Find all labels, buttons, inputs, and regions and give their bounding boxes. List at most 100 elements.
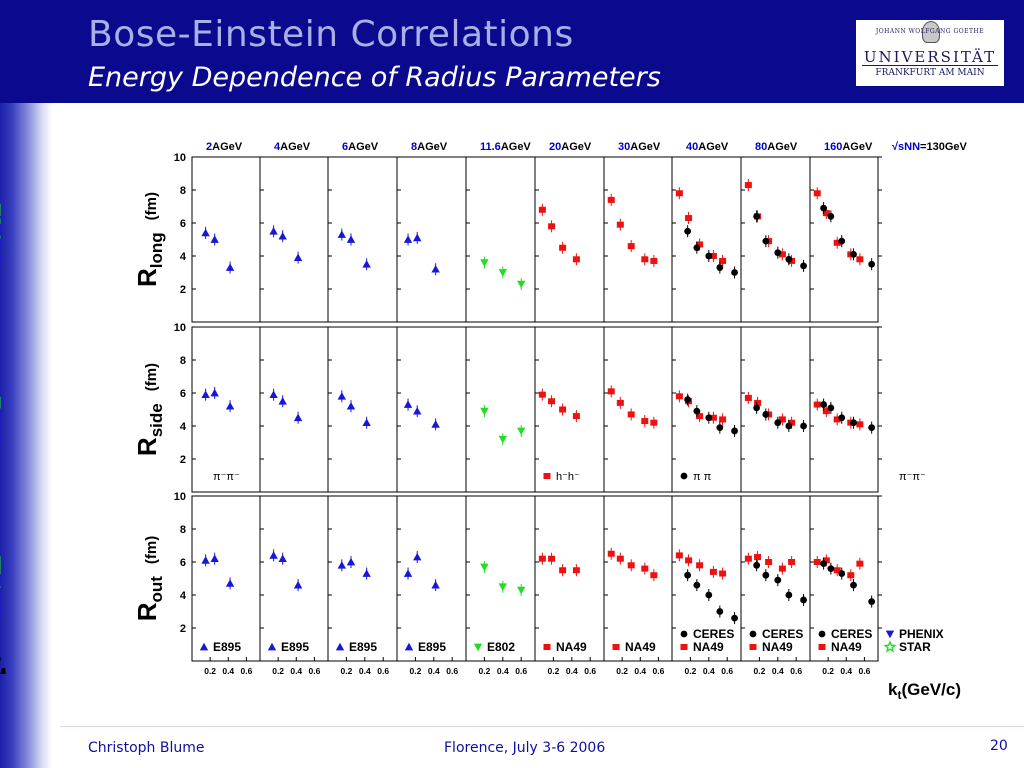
row-axis-label-long: Rlong(fm) bbox=[132, 192, 166, 287]
column-header: √sNN=130GeV bbox=[892, 141, 967, 153]
column-header: 6AGeV bbox=[342, 141, 379, 153]
data-point-e895 bbox=[269, 551, 278, 559]
data-point-na49 bbox=[572, 567, 580, 574]
data-point-ceres bbox=[774, 249, 782, 257]
data-point-e895 bbox=[431, 420, 440, 428]
column-header: 8AGeV bbox=[411, 141, 448, 153]
row-axis-label-text: Rlong(fm) bbox=[132, 192, 166, 287]
data-point-na49 bbox=[719, 257, 727, 264]
panel-frame bbox=[534, 495, 605, 662]
y-tick-label: 10 bbox=[174, 152, 186, 164]
data-point-ceres bbox=[868, 424, 876, 432]
x-tick-label: 0.6 bbox=[0, 666, 6, 676]
data-point-na49 bbox=[538, 206, 546, 213]
data-point-ceres bbox=[731, 269, 738, 276]
data-point-ceres bbox=[693, 244, 701, 252]
y-tick-label: 6 bbox=[180, 218, 186, 230]
data-point-e895 bbox=[413, 406, 422, 415]
data-point-e802 bbox=[498, 435, 507, 444]
x-tick-label: 0.6 bbox=[240, 666, 252, 676]
university-logo: JOHANN WOLFGANG GOETHE UNIVERSITÄT FRANK… bbox=[856, 20, 1004, 86]
data-point-e802 bbox=[517, 280, 526, 289]
x-tick-label: 0.2 bbox=[547, 666, 559, 676]
data-point-na49 bbox=[572, 413, 580, 420]
legend-marker bbox=[404, 642, 414, 651]
slide-header: Bose-Einstein Correlations Energy Depend… bbox=[0, 0, 1024, 103]
x-tick-label: 0.2 bbox=[616, 666, 628, 676]
y-tick-label: 2 bbox=[180, 284, 186, 296]
data-point-e895 bbox=[362, 260, 371, 268]
data-point-na49 bbox=[778, 251, 786, 258]
data-point-e895 bbox=[278, 554, 287, 563]
data-point-na49 bbox=[744, 555, 752, 562]
x-axis-label: kt(GeV/c) bbox=[888, 680, 961, 702]
x-tick-label: 0.4 bbox=[703, 666, 715, 676]
y-tick-label: 6 bbox=[180, 388, 186, 400]
data-point-na49 bbox=[856, 421, 864, 428]
data-point-na49 bbox=[548, 555, 556, 562]
data-point-na49 bbox=[685, 215, 693, 222]
data-point-e895 bbox=[293, 253, 303, 262]
x-tick-label: 0.6 bbox=[377, 666, 389, 676]
data-point-na49 bbox=[548, 223, 556, 230]
data-point-e895 bbox=[225, 263, 235, 271]
data-point-ceres bbox=[684, 227, 692, 235]
data-point-e895 bbox=[201, 228, 210, 237]
y-tick-label: 8 bbox=[180, 355, 186, 367]
data-point-na49 bbox=[709, 253, 717, 259]
data-point-ceres bbox=[800, 596, 807, 604]
slide-title: Bose-Einstein Correlations bbox=[88, 14, 574, 55]
data-point-na49 bbox=[744, 182, 752, 189]
legend-marker bbox=[473, 643, 483, 652]
x-tick-label: 0.6 bbox=[584, 666, 596, 676]
data-point-ceres bbox=[716, 608, 724, 615]
data-point-na49 bbox=[778, 565, 786, 572]
data-point-e895 bbox=[346, 235, 356, 243]
data-point-na49 bbox=[650, 572, 658, 579]
panel-frame bbox=[259, 326, 329, 493]
data-point-ceres bbox=[785, 422, 793, 430]
data-point-na49 bbox=[675, 552, 683, 559]
slide-subtitle: Energy Dependence of Radius Parameters bbox=[88, 62, 661, 93]
legend-label: NA49 bbox=[556, 640, 587, 654]
legend-label: π⁻π⁻ bbox=[899, 471, 926, 483]
x-tick-label: 0.4 bbox=[222, 666, 234, 676]
x-tick-label: 0.6 bbox=[446, 666, 458, 676]
y-tick-label: 4 bbox=[180, 590, 187, 602]
data-point-ceres bbox=[850, 581, 857, 589]
x-tick-label: 0.4 bbox=[428, 666, 440, 676]
x-tick-label: 0.4 bbox=[0, 666, 6, 676]
data-point-na49 bbox=[685, 557, 693, 564]
x-tick-label: 0.4 bbox=[634, 666, 646, 676]
data-point-e895 bbox=[210, 235, 219, 243]
panel-frame bbox=[191, 495, 261, 662]
column-header: 80AGeV bbox=[755, 141, 798, 153]
column-header: 2AGeV bbox=[206, 141, 243, 153]
x-tick-label: 0.2 bbox=[753, 666, 765, 676]
data-point-ceres bbox=[753, 561, 761, 569]
data-point-e895 bbox=[337, 230, 346, 238]
y-tick-label: 2 bbox=[180, 623, 186, 635]
data-point-ceres bbox=[753, 213, 761, 220]
data-point-ceres bbox=[850, 250, 857, 258]
column-header: 160AGeV bbox=[824, 141, 873, 153]
data-point-na49 bbox=[813, 559, 821, 565]
legend-label: CERES bbox=[831, 627, 872, 641]
y-tick-label: 4 bbox=[180, 251, 187, 263]
data-point-na49 bbox=[822, 408, 830, 415]
data-point-na49 bbox=[616, 221, 624, 228]
data-point-na49 bbox=[719, 570, 727, 577]
data-point-ceres bbox=[753, 404, 761, 412]
data-point-e895 bbox=[278, 232, 287, 240]
data-point-na49 bbox=[754, 399, 762, 406]
data-point-na49 bbox=[641, 256, 649, 263]
panel-frame bbox=[534, 156, 605, 323]
column-header: 40AGeV bbox=[686, 141, 729, 153]
data-point-e895 bbox=[225, 579, 235, 587]
data-point-e895 bbox=[346, 402, 356, 410]
x-tick-label: 0.6 bbox=[721, 666, 733, 676]
column-header: 20AGeV bbox=[549, 141, 592, 153]
data-point-na49 bbox=[559, 406, 567, 413]
data-point-ceres bbox=[716, 264, 724, 271]
